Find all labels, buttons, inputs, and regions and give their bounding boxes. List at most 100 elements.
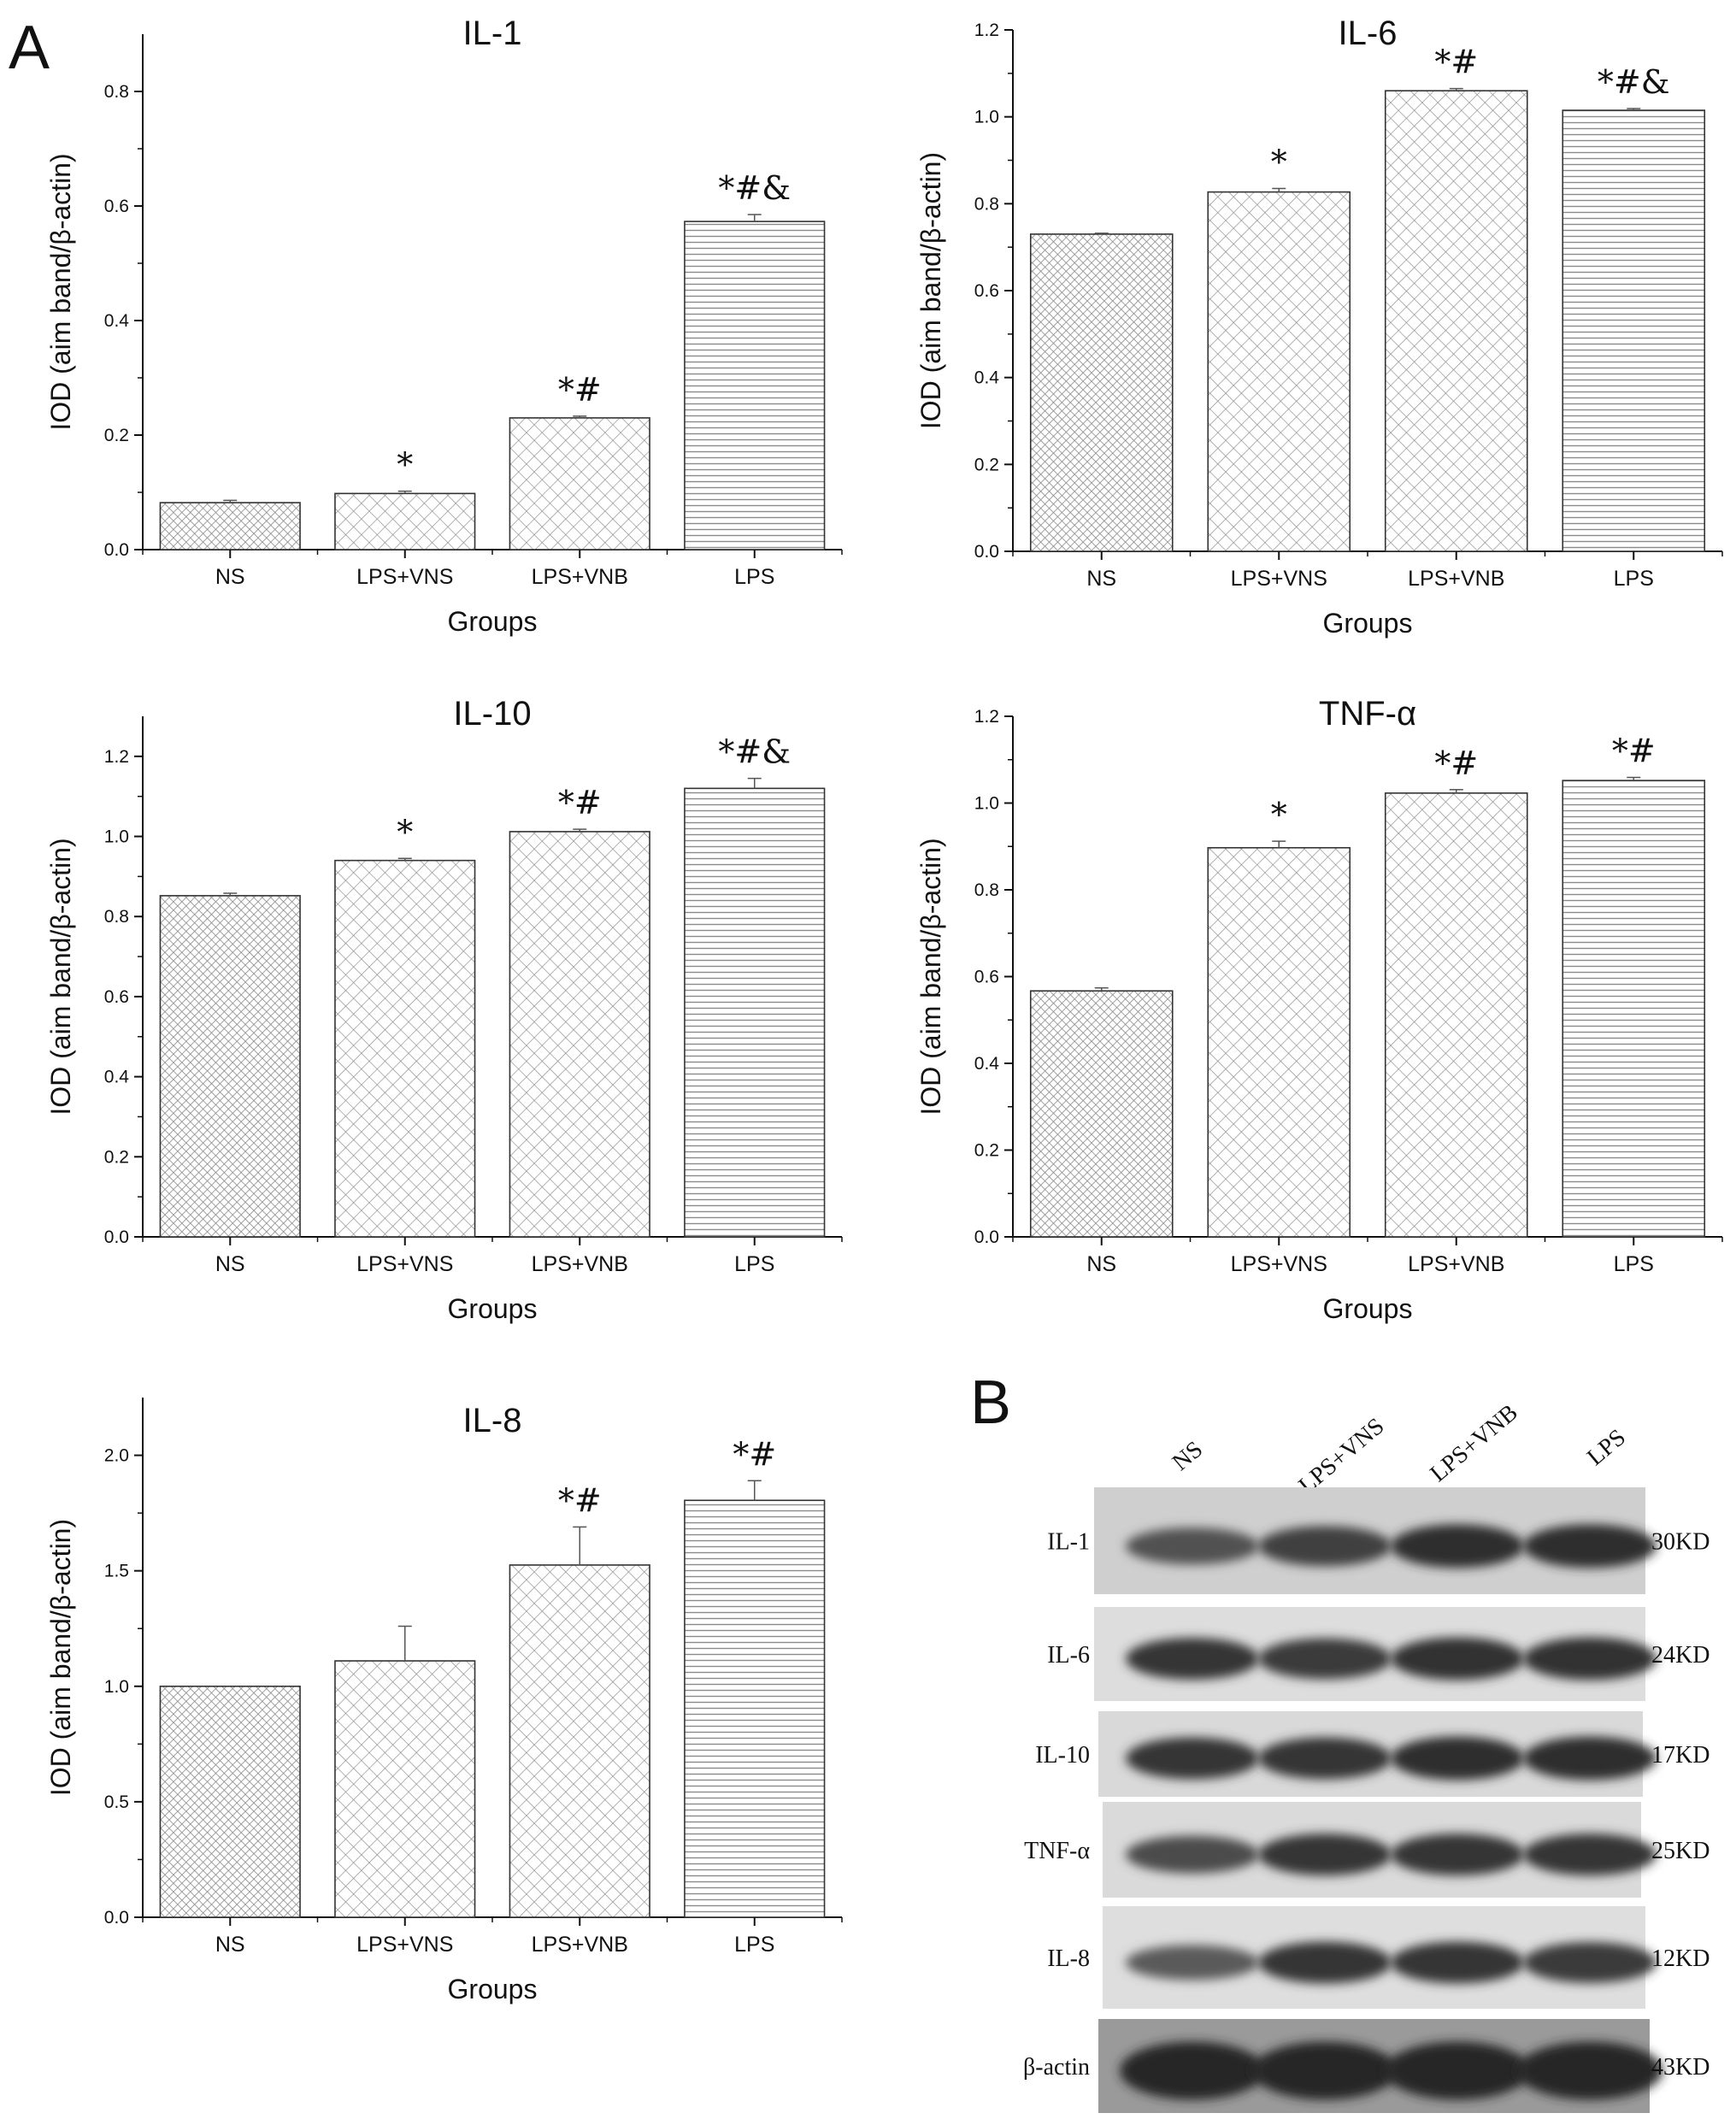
blot-row-il-1: IL-1 30KD: [1047, 1487, 1710, 1594]
y-tick-label: 1.2: [104, 747, 129, 767]
bar-lps: [684, 221, 826, 550]
chart-il-10: 0.0 0.2 0.4 0.6 0.8 1.0 1.2 NS LPS+VNS * LPS+VNB *#…: [45, 695, 843, 1324]
category-label: LPS+VNS: [356, 1252, 453, 1276]
band: [1258, 1638, 1392, 1680]
chart-title: TNF-α: [1319, 695, 1416, 733]
protein-label: β-actin: [1023, 2054, 1090, 2081]
size-label: 24KD: [1651, 1642, 1710, 1669]
category-label: LPS+VNS: [356, 1933, 453, 1957]
western-blot: NS LPS+VNS LPS+VNB LPS IL-1 30KD IL-6 24KD IL-10…: [1023, 1399, 1710, 2113]
chart-tnf-alpha: 0.0 0.2 0.4 0.6 0.8 1.0 1.2 NS LPS+VNS * LPS+VNB *#…: [915, 695, 1723, 1324]
chart-il-8: 0.0 0.5 1.0 1.5 2.0 NS LPS+VNS LPS+VNB *# LPS *# IL…: [45, 1398, 843, 2004]
lane-label-lps-plus-vnb: LPS+VNB: [1425, 1399, 1522, 1487]
category-label: NS: [215, 1933, 245, 1957]
significance-label: *#: [558, 784, 602, 821]
band: [1258, 1526, 1392, 1567]
category-label: NS: [1086, 567, 1116, 591]
bar-lps: [1562, 780, 1706, 1238]
significance-label: *#: [1434, 44, 1478, 81]
lane-label-lps: LPS: [1582, 1424, 1631, 1471]
significance-label: *: [1271, 796, 1287, 833]
y-tick-label: 0.8: [104, 82, 129, 102]
bar-lps-plus-vns: [1207, 191, 1351, 552]
category-label: LPS+VNB: [532, 1252, 628, 1276]
y-axis-title: IOD (aim band/β-actin): [915, 152, 946, 429]
y-tick-label: 0.0: [104, 1227, 129, 1247]
band: [1258, 1941, 1392, 1984]
category-label: LPS: [1614, 567, 1654, 591]
y-tick-label: 1.0: [974, 108, 999, 127]
bar-ns: [1029, 990, 1174, 1238]
x-axis-title: Groups: [448, 1293, 538, 1324]
category-label: LPS: [1614, 1252, 1654, 1276]
bar-lps-plus-vns: [1207, 846, 1351, 1238]
y-tick-label: 0.8: [104, 907, 129, 927]
category-label: NS: [215, 565, 245, 589]
x-axis-title: Groups: [1323, 1293, 1413, 1324]
y-axis-title: IOD (aim band/β-actin): [45, 838, 76, 1115]
category-label: LPS: [734, 1252, 774, 1276]
y-tick-label: 0.8: [974, 194, 999, 214]
protein-label: IL-10: [1035, 1742, 1090, 1769]
chart-title: IL-1: [463, 15, 522, 52]
bar-ns: [159, 1685, 301, 1918]
category-label: LPS+VNB: [532, 565, 628, 589]
y-axis-title: IOD (aim band/β-actin): [45, 153, 76, 430]
y-axis-title: IOD (aim band/β-actin): [915, 838, 946, 1115]
y-tick-label: 0.0: [974, 1227, 999, 1247]
category-label: LPS+VNB: [1408, 1252, 1504, 1276]
y-tick-label: 1.2: [974, 21, 999, 40]
bar-lps: [1562, 109, 1706, 552]
chart-il-1: 0.0 0.2 0.4 0.6 0.8 NS LPS+VNS * LPS+VNB *# LPS *#&…: [45, 15, 843, 637]
category-label: LPS+VNB: [532, 1933, 628, 1957]
x-axis-title: Groups: [448, 606, 538, 637]
significance-label: *#&: [718, 169, 791, 207]
bar-lps-plus-vnb: [509, 1564, 650, 1918]
y-tick-label: 0.6: [104, 987, 129, 1007]
y-axis-title: IOD (aim band/β-actin): [45, 1519, 76, 1796]
protein-label: IL-6: [1047, 1642, 1090, 1669]
significance-label: *: [1271, 144, 1287, 181]
band: [1126, 1638, 1259, 1680]
chart-il-6: 0.0 0.2 0.4 0.6 0.8 1.0 1.2 NS LPS+VNS * LPS+VNB *#…: [915, 15, 1723, 639]
protein-label: TNF-α: [1024, 1838, 1090, 1864]
bar-lps-plus-vns: [334, 1660, 476, 1918]
category-label: NS: [215, 1252, 245, 1276]
significance-label: *#: [733, 1435, 776, 1473]
protein-label: IL-8: [1047, 1945, 1090, 1972]
band: [1523, 1942, 1657, 1983]
y-tick-label: 0.4: [974, 368, 1000, 388]
band: [1126, 1737, 1259, 1780]
significance-label: *#: [558, 371, 602, 409]
chart-title: IL-6: [1339, 15, 1398, 52]
x-axis-title: Groups: [1323, 608, 1413, 639]
y-tick-label: 0.0: [104, 540, 129, 560]
band: [1391, 1637, 1524, 1680]
lane-label-ns: NS: [1168, 1436, 1208, 1476]
band: [1126, 1945, 1259, 1981]
blot-row-il-6: IL-6 24KD: [1047, 1607, 1710, 1701]
bar-ns: [159, 895, 301, 1238]
y-tick-label: 0.2: [104, 426, 129, 445]
bar-lps-plus-vnb: [1384, 792, 1528, 1238]
y-tick-label: 1.2: [974, 707, 999, 727]
band: [1120, 2041, 1265, 2100]
band: [1523, 1736, 1657, 1781]
significance-label: *: [397, 446, 413, 484]
y-tick-label: 0.2: [104, 1147, 129, 1167]
band: [1517, 2041, 1662, 2100]
significance-label: *: [397, 813, 413, 851]
y-tick-label: 0.6: [974, 281, 999, 301]
category-label: LPS+VNS: [1231, 567, 1327, 591]
category-label: NS: [1086, 1252, 1116, 1276]
significance-label: *#: [1434, 745, 1478, 782]
panel-a-label: A: [9, 14, 50, 82]
chart-title: IL-8: [463, 1402, 522, 1439]
band: [1391, 1941, 1524, 1984]
size-label: 25KD: [1651, 1838, 1710, 1864]
lane-label-lps-plus-vns: LPS+VNS: [1294, 1413, 1390, 1499]
y-tick-label: 1.5: [104, 1562, 129, 1581]
size-label: 17KD: [1651, 1742, 1710, 1769]
bar-lps-plus-vnb: [1384, 90, 1528, 552]
